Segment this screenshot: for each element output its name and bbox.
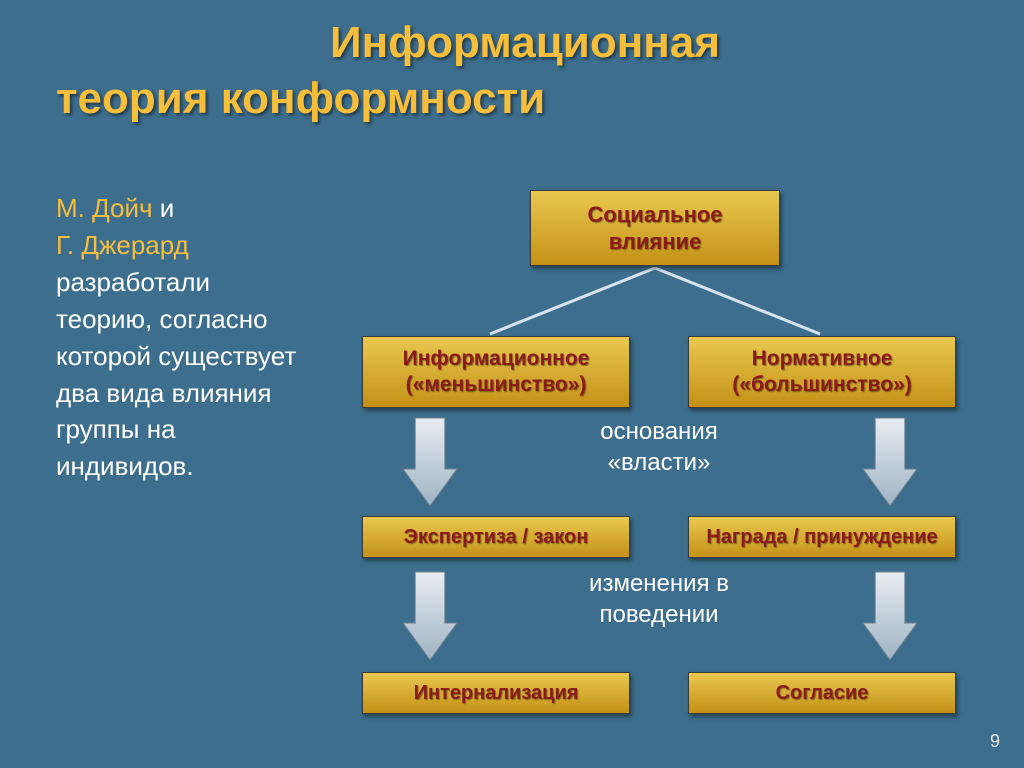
box-internalization: Интернализация [362,672,630,714]
conjunction: и [153,193,175,223]
box-social-influence: Социальноевлияние [530,190,780,266]
author-1: М. Дойч [56,193,153,223]
label-basis-of-power: основания«власти» [544,416,774,478]
slide: Информационная теория конформности М. До… [0,0,1024,768]
box-expertise-law: Экспертиза / закон [362,516,630,558]
page-number: 9 [990,731,1000,752]
title-line1: Информационная [330,18,720,68]
box-normative: Нормативное(«большинство») [688,336,956,408]
label-behavior-changes: изменения вповедении [544,568,774,630]
box-compliance: Согласие [688,672,956,714]
title-line2: теория конформности [56,74,545,124]
sidebar-paragraph: М. Дойч и Г. Джерард разработали теорию,… [56,190,306,485]
box-informational: Информационное(«меньшинство») [362,336,630,408]
sidebar-body: разработали теорию, согласно которой сущ… [56,267,296,482]
author-2: Г. Джерард [56,230,189,260]
box-reward-coercion: Награда / принуждение [688,516,956,558]
